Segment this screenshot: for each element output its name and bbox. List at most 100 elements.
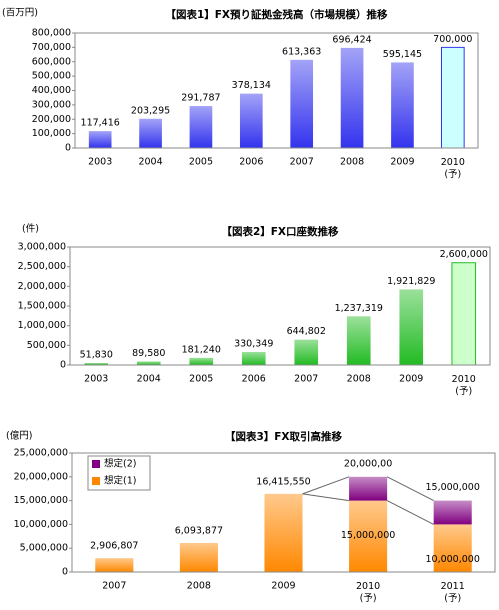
value-label: 595,145	[383, 49, 422, 60]
bar	[241, 352, 266, 365]
y-tick-label: 5,000,000	[20, 543, 68, 554]
x-tick-label: 2008	[340, 157, 364, 168]
x-tick-label: 2008	[187, 581, 211, 592]
value-label: 700,000	[433, 34, 472, 45]
y-axis-label: (百万円)	[2, 8, 38, 19]
y-tick-label: 2,000,000	[18, 281, 66, 292]
value-label: 1,237,319	[335, 303, 383, 314]
legend-label: 想定(2)	[104, 458, 136, 470]
bar	[139, 118, 162, 148]
x-tick-label: 2007	[294, 374, 318, 385]
y-tick-label: 400,000	[32, 85, 71, 96]
value-label: 181,240	[182, 344, 221, 355]
bar-segment	[95, 558, 134, 572]
y-tick-label: 700,000	[32, 42, 71, 53]
bar-segment	[349, 476, 388, 501]
x-tick-label: 2004	[138, 157, 162, 168]
bar	[440, 46, 465, 149]
bar-segment	[349, 500, 388, 572]
x-tick-label: 2003	[84, 374, 108, 385]
legend-frame	[87, 455, 151, 491]
x-tick-label: 2008	[347, 374, 371, 385]
y-tick-label: 500,000	[32, 71, 71, 82]
bar	[88, 131, 112, 148]
x-tick-label: 2005	[189, 157, 213, 168]
y-tick-label: 800,000	[32, 28, 71, 39]
bar-segment	[433, 500, 472, 525]
x-tick-label: 2010 (予)	[356, 581, 380, 604]
value-label: 2,906,807	[90, 541, 138, 552]
y-tick-label: 100,000	[32, 128, 71, 139]
value-label: 203,295	[131, 105, 170, 116]
chart-title: 【図表3】FX取引高推移	[225, 430, 343, 443]
y-axis-label: (億円)	[6, 430, 32, 442]
bar-segment	[179, 542, 218, 572]
x-tick-label: 2010 (予)	[452, 374, 476, 397]
x-tick-label: 2003	[88, 157, 112, 168]
bar	[391, 62, 414, 148]
bar	[239, 93, 263, 148]
value-label: 6,093,877	[175, 525, 223, 536]
bar	[290, 59, 314, 148]
value-label: 613,363	[282, 46, 321, 57]
bar-segment	[264, 493, 303, 572]
value-label: 330,349	[234, 339, 273, 350]
chart-title: 【図表1】FX預り証拠金残高（市場規模）推移	[165, 8, 388, 21]
bar-segment	[433, 524, 472, 572]
bar	[189, 357, 214, 365]
value-label: 51,830	[80, 349, 113, 360]
bar	[84, 362, 109, 365]
value-label: 15,000,000	[341, 530, 395, 541]
connector-line	[386, 476, 434, 502]
legend-label: 想定(1)	[104, 475, 136, 487]
y-tick-label: 600,000	[32, 56, 71, 67]
x-tick-label: 2006	[239, 157, 263, 168]
y-tick-label: 500,000	[27, 340, 66, 351]
value-label: 16,415,550	[256, 476, 310, 487]
value-label: 117,416	[81, 118, 120, 129]
total-label: 15,000,000	[425, 482, 479, 493]
y-axis-label: (件)	[22, 223, 39, 235]
x-tick-label: 2007	[290, 157, 314, 168]
y-tick-label: 0	[60, 360, 66, 371]
value-label: 644,802	[287, 326, 326, 337]
y-tick-label: 2,500,000	[18, 261, 66, 272]
y-tick-label: 3,000,000	[18, 242, 66, 253]
connector-line	[302, 493, 350, 502]
value-label: 89,580	[132, 348, 165, 359]
total-label: 20,000,00	[344, 458, 392, 469]
bar	[346, 316, 371, 365]
value-label: 696,424	[332, 34, 371, 45]
x-tick-label: 2011 (予)	[441, 581, 465, 604]
y-tick-label: 1,500,000	[18, 301, 66, 312]
x-tick-label: 2005	[189, 374, 213, 385]
value-label: 10,000,000	[425, 554, 479, 565]
x-tick-label: 2004	[137, 374, 161, 385]
x-tick-label: 2009	[271, 581, 295, 592]
chart-title: 【図表2】FX口座数推移	[221, 225, 339, 238]
y-tick-label: 200,000	[32, 114, 71, 125]
bar	[451, 262, 477, 366]
bar	[136, 361, 161, 365]
bar	[340, 47, 364, 148]
bar	[294, 339, 319, 365]
y-tick-label: 1,000,000	[18, 320, 66, 331]
bar	[189, 106, 213, 148]
value-label: 291,787	[181, 93, 220, 104]
legend-swatch	[92, 477, 100, 485]
y-tick-label: 10,000,000	[14, 519, 68, 530]
connector-line	[386, 500, 434, 525]
y-tick-label: 0	[65, 143, 71, 154]
value-label: 2,600,000	[440, 249, 488, 260]
bar	[399, 289, 424, 365]
y-tick-label: 15,000,000	[14, 495, 68, 506]
y-tick-label: 300,000	[32, 99, 71, 110]
y-tick-label: 20,000,000	[14, 471, 68, 482]
y-tick-label: 25,000,000	[14, 448, 68, 459]
y-tick-label: 0	[62, 567, 68, 578]
x-tick-label: 2009	[390, 157, 414, 168]
value-label: 378,134	[232, 80, 271, 91]
legend-swatch	[92, 460, 100, 468]
value-label: 1,921,829	[387, 276, 435, 287]
